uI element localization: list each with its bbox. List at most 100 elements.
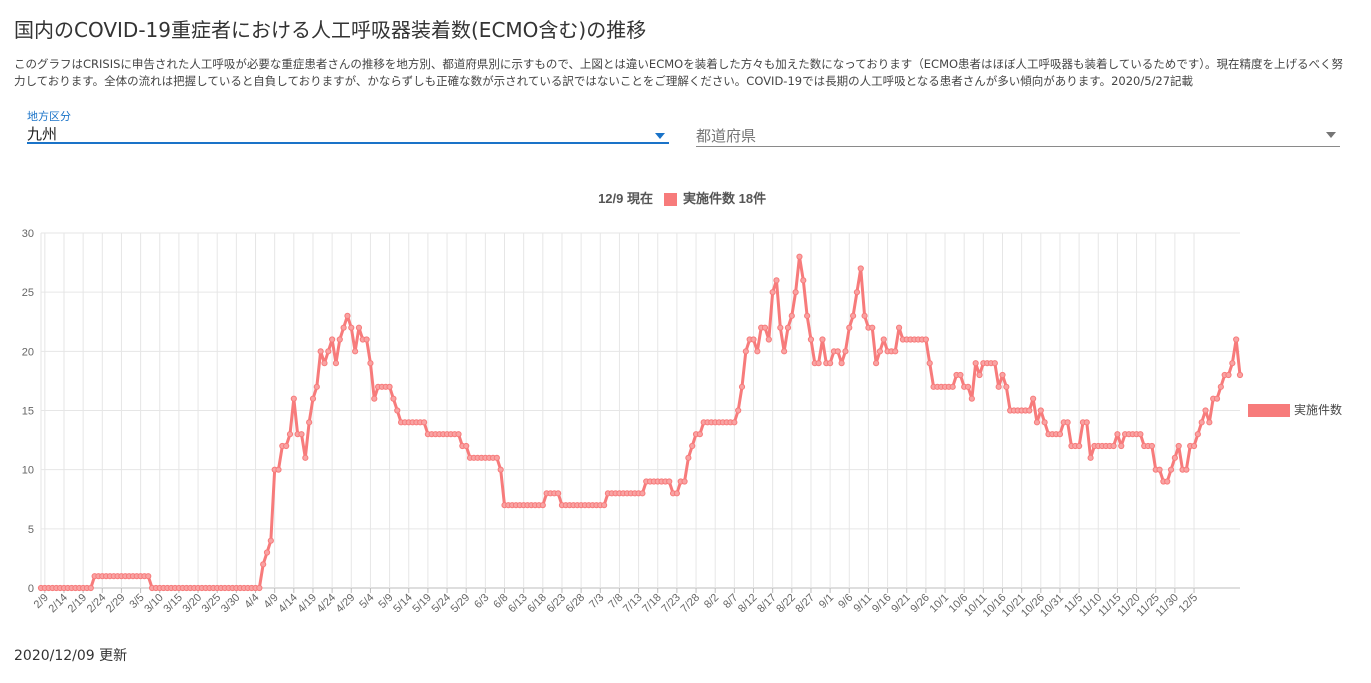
- data-point[interactable]: [788, 312, 795, 319]
- data-point[interactable]: [999, 371, 1006, 379]
- data-point[interactable]: [1217, 383, 1224, 390]
- data-point[interactable]: [765, 336, 772, 343]
- data-point[interactable]: [1233, 336, 1240, 343]
- data-point[interactable]: [1118, 442, 1125, 450]
- data-point[interactable]: [1167, 466, 1175, 473]
- data-point[interactable]: [639, 490, 646, 497]
- region-select[interactable]: 地方区分 九州: [27, 110, 669, 144]
- data-point[interactable]: [754, 348, 761, 355]
- data-point[interactable]: [777, 324, 784, 331]
- chart-legend[interactable]: 実施件数: [1248, 402, 1342, 417]
- data-point[interactable]: [497, 466, 504, 473]
- data-point[interactable]: [773, 277, 780, 284]
- data-point[interactable]: [696, 431, 703, 438]
- dropdown-arrow-icon[interactable]: [1326, 132, 1336, 138]
- data-point[interactable]: [1156, 466, 1163, 473]
- data-point[interactable]: [869, 324, 876, 331]
- data-point[interactable]: [493, 454, 500, 461]
- data-point[interactable]: [926, 360, 933, 367]
- data-point[interactable]: [1236, 371, 1244, 379]
- data-point[interactable]: [1076, 442, 1083, 450]
- data-point[interactable]: [857, 265, 864, 272]
- data-point[interactable]: [1229, 360, 1236, 367]
- data-point[interactable]: [792, 289, 799, 296]
- data-point[interactable]: [348, 324, 355, 331]
- data-point[interactable]: [1171, 454, 1178, 461]
- data-point[interactable]: [846, 324, 853, 331]
- data-point[interactable]: [340, 324, 347, 331]
- data-point[interactable]: [1194, 431, 1201, 438]
- data-point[interactable]: [367, 360, 374, 367]
- data-point[interactable]: [260, 561, 267, 568]
- data-point[interactable]: [390, 395, 397, 402]
- data-point[interactable]: [807, 336, 815, 343]
- data-point[interactable]: [1137, 431, 1144, 438]
- data-point[interactable]: [371, 395, 378, 402]
- data-point[interactable]: [750, 336, 757, 343]
- data-point[interactable]: [827, 360, 834, 367]
- data-point[interactable]: [298, 431, 305, 438]
- data-point[interactable]: [1037, 407, 1044, 414]
- data-point[interactable]: [742, 348, 749, 355]
- data-point[interactable]: [880, 336, 887, 343]
- data-point[interactable]: [1175, 442, 1182, 450]
- data-point[interactable]: [1190, 442, 1198, 450]
- data-point[interactable]: [420, 419, 428, 426]
- data-point[interactable]: [306, 419, 313, 426]
- data-point[interactable]: [1003, 383, 1010, 390]
- data-point[interactable]: [601, 502, 608, 509]
- data-point[interactable]: [1206, 419, 1213, 426]
- dropdown-arrow-icon[interactable]: [655, 133, 665, 139]
- data-point[interactable]: [872, 360, 880, 367]
- data-point[interactable]: [815, 360, 822, 367]
- data-point[interactable]: [1030, 395, 1037, 402]
- data-point[interactable]: [355, 324, 363, 331]
- data-point[interactable]: [842, 348, 849, 355]
- data-point[interactable]: [329, 336, 336, 343]
- data-point[interactable]: [976, 371, 983, 379]
- data-point[interactable]: [666, 478, 673, 485]
- data-point[interactable]: [735, 407, 742, 414]
- data-point[interactable]: [838, 360, 845, 367]
- data-point[interactable]: [1041, 419, 1048, 426]
- data-point[interactable]: [781, 348, 788, 355]
- data-point[interactable]: [784, 324, 792, 331]
- data-point[interactable]: [1148, 442, 1155, 450]
- data-point[interactable]: [363, 336, 370, 343]
- data-point[interactable]: [1183, 466, 1190, 473]
- data-point[interactable]: [895, 324, 903, 331]
- data-point[interactable]: [995, 383, 1002, 390]
- data-point[interactable]: [991, 360, 998, 367]
- data-point[interactable]: [834, 348, 841, 355]
- data-point[interactable]: [689, 442, 696, 450]
- data-point[interactable]: [256, 584, 263, 592]
- data-point[interactable]: [290, 395, 297, 402]
- data-point[interactable]: [286, 431, 294, 438]
- data-point[interactable]: [731, 419, 738, 426]
- data-point[interactable]: [302, 454, 309, 461]
- data-point[interactable]: [769, 289, 776, 296]
- data-point[interactable]: [1087, 454, 1094, 461]
- data-point[interactable]: [957, 371, 964, 379]
- data-point[interactable]: [352, 348, 359, 355]
- data-point[interactable]: [922, 336, 929, 343]
- data-point[interactable]: [275, 466, 282, 473]
- data-point[interactable]: [804, 312, 811, 319]
- data-point[interactable]: [681, 478, 688, 485]
- data-point[interactable]: [876, 348, 884, 355]
- data-point[interactable]: [850, 312, 857, 319]
- data-point[interactable]: [761, 324, 769, 331]
- data-point[interactable]: [283, 442, 290, 450]
- data-point[interactable]: [800, 277, 807, 284]
- data-point[interactable]: [386, 383, 393, 390]
- data-point[interactable]: [949, 383, 956, 390]
- data-point[interactable]: [685, 454, 692, 461]
- data-point[interactable]: [738, 383, 746, 390]
- data-point[interactable]: [1164, 478, 1171, 485]
- data-point[interactable]: [796, 253, 803, 260]
- data-point[interactable]: [267, 537, 274, 544]
- data-point[interactable]: [1033, 419, 1041, 426]
- data-point[interactable]: [321, 360, 328, 367]
- data-point[interactable]: [344, 312, 351, 319]
- data-point[interactable]: [861, 312, 868, 319]
